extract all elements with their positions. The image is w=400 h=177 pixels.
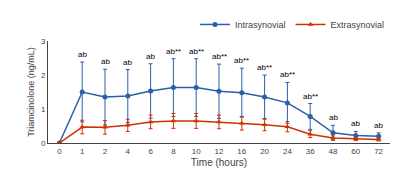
svg-text:2: 2 <box>103 147 108 156</box>
svg-text:8: 8 <box>171 147 176 156</box>
svg-text:ab: ab <box>374 121 383 130</box>
svg-text:72: 72 <box>374 147 383 156</box>
svg-text:ab**: ab** <box>303 92 318 101</box>
svg-text:48: 48 <box>329 147 338 156</box>
svg-text:ab: ab <box>101 57 110 66</box>
svg-text:1: 1 <box>80 147 85 156</box>
svg-text:6: 6 <box>148 147 153 156</box>
svg-text:60: 60 <box>351 147 360 156</box>
svg-text:2: 2 <box>41 71 46 80</box>
svg-text:Extrasynovial: Extrasynovial <box>331 20 385 30</box>
svg-text:1: 1 <box>41 105 46 114</box>
svg-text:Triamcinolone (ng/mL): Triamcinolone (ng/mL) <box>26 47 36 137</box>
svg-text:ab**: ab** <box>212 52 227 61</box>
svg-text:ab: ab <box>329 113 338 122</box>
svg-text:ab**: ab** <box>234 56 249 65</box>
svg-text:ab: ab <box>351 119 360 128</box>
svg-text:ab**: ab** <box>257 63 272 72</box>
svg-text:ab**: ab** <box>280 70 295 79</box>
svg-text:ab: ab <box>78 50 87 59</box>
svg-text:Time (hours): Time (hours) <box>191 157 247 168</box>
svg-text:ab**: ab** <box>189 47 204 56</box>
svg-text:ab: ab <box>146 52 155 61</box>
svg-text:Intrasynovial: Intrasynovial <box>235 20 286 30</box>
svg-text:0: 0 <box>41 139 46 148</box>
svg-text:12: 12 <box>215 147 224 156</box>
svg-text:16: 16 <box>237 147 246 156</box>
svg-text:3: 3 <box>41 37 46 46</box>
svg-text:ab: ab <box>123 58 132 67</box>
svg-text:ab**: ab** <box>166 47 181 56</box>
svg-text:0: 0 <box>57 147 62 156</box>
svg-text:4: 4 <box>126 147 131 156</box>
svg-text:10: 10 <box>192 147 201 156</box>
svg-text:36: 36 <box>306 147 315 156</box>
svg-text:24: 24 <box>283 147 292 156</box>
svg-text:20: 20 <box>260 147 269 156</box>
